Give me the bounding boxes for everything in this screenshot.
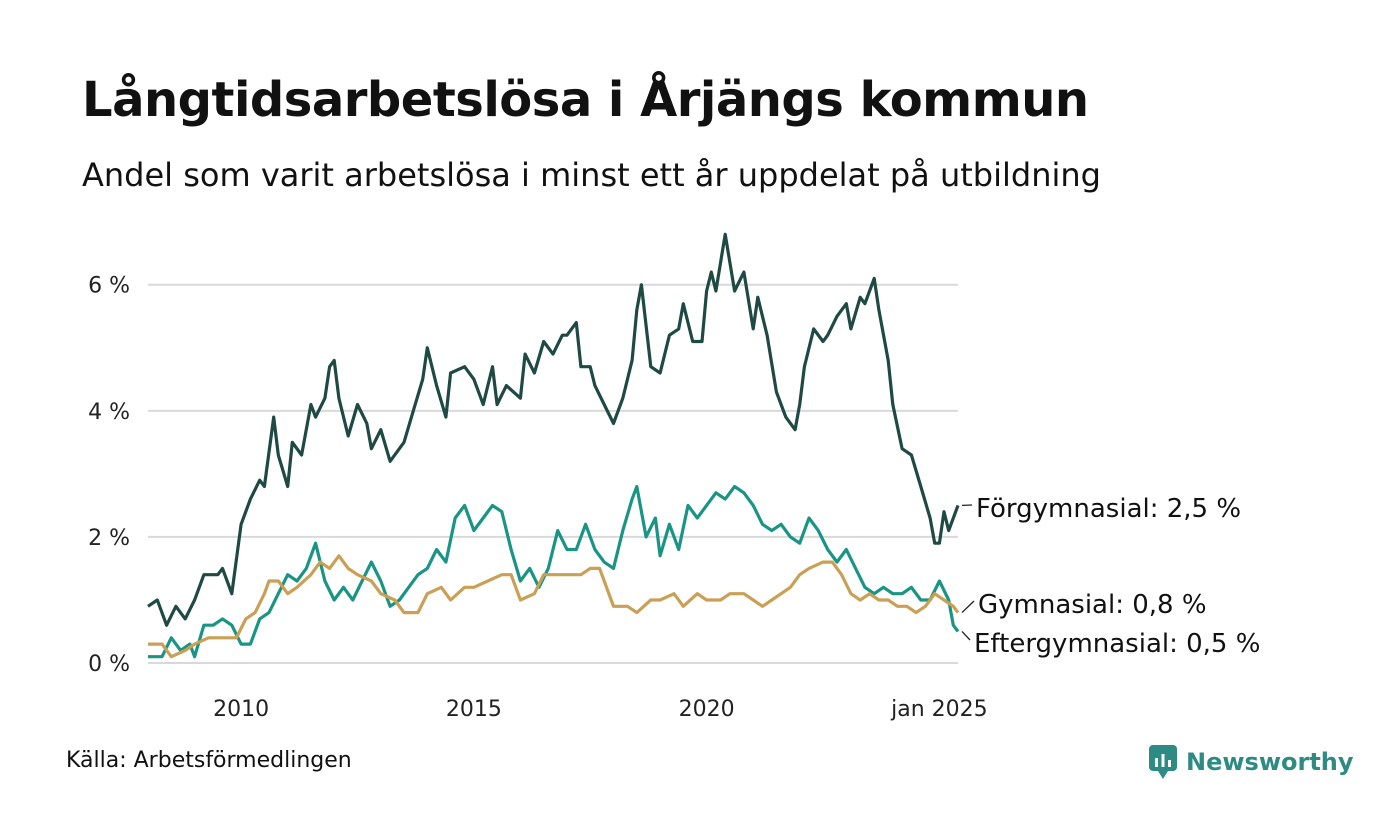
series-line-eftergymnasial bbox=[148, 484, 960, 659]
series-line-forgymnasial bbox=[147, 232, 960, 627]
gridlines bbox=[148, 283, 958, 664]
series-line-gymnasial bbox=[148, 554, 960, 659]
y-tick-label: 4 % bbox=[88, 400, 130, 425]
source-note: Källa: Arbetsförmedlingen bbox=[66, 748, 352, 773]
y-tick-label: 6 % bbox=[88, 274, 130, 299]
x-axis-ticks: 2010 2015 2020 jan 2025 bbox=[213, 697, 988, 722]
leader-line-gymnasial bbox=[961, 600, 975, 614]
brand-logo: Newsworthy bbox=[1148, 744, 1354, 780]
end-label-eftergymnasial: Eftergymnasial: 0,5 % bbox=[974, 629, 1260, 659]
series-lines bbox=[147, 232, 960, 659]
newsworthy-icon bbox=[1149, 745, 1177, 779]
chart-title: Långtidsarbetslösa i Årjängs kommun bbox=[82, 72, 1089, 128]
brand-name: Newsworthy bbox=[1186, 748, 1354, 776]
end-label-forgymnasial: Förgymnasial: 2,5 % bbox=[976, 494, 1241, 524]
x-tick-label: jan 2025 bbox=[890, 697, 988, 722]
y-tick-label: 0 % bbox=[88, 652, 130, 677]
chart-subtitle: Andel som varit arbetslösa i minst ett å… bbox=[82, 156, 1101, 194]
y-tick-label: 2 % bbox=[88, 526, 130, 551]
y-axis-ticks: 0 % 2 % 4 % 6 % bbox=[88, 274, 130, 677]
end-label-gymnasial: Gymnasial: 0,8 % bbox=[978, 590, 1207, 620]
series-end-labels: Förgymnasial: 2,5 % Gymnasial: 0,8 % Efter… bbox=[961, 494, 1260, 659]
x-tick-label: 2020 bbox=[679, 697, 735, 722]
x-tick-label: 2010 bbox=[213, 697, 269, 722]
x-tick-label: 2015 bbox=[446, 697, 502, 722]
leader-line-eftergymnasial bbox=[961, 631, 971, 641]
